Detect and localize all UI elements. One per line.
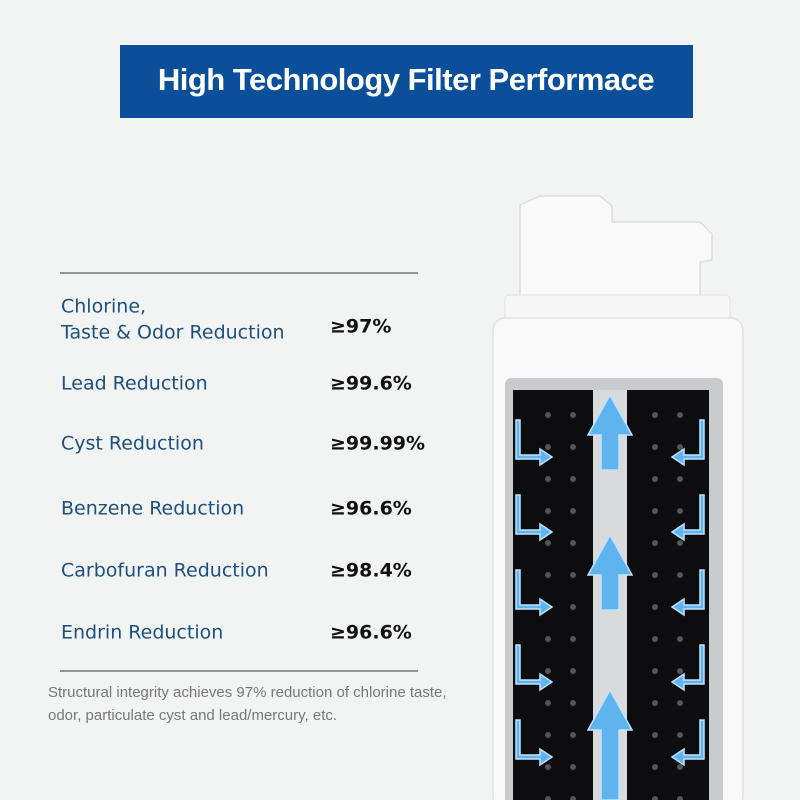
title: High Technology Filter Performace: [158, 62, 655, 97]
row-label: Cyst Reduction: [61, 433, 204, 455]
dot: [570, 540, 576, 546]
dot: [652, 476, 658, 482]
dot: [652, 508, 658, 514]
dot: [570, 796, 576, 800]
dot: [545, 636, 551, 642]
dot: [677, 476, 683, 482]
dot: [570, 764, 576, 770]
flow-arrow: [586, 688, 634, 800]
spec-table: Chlorine, Taste & Odor Reduction ≥97% Lead …: [60, 296, 425, 644]
dot: [570, 700, 576, 706]
side-arrow: [670, 419, 705, 467]
dot: [545, 732, 551, 738]
dot: [677, 796, 683, 800]
side-arrow: [515, 719, 554, 767]
side-arrow: [515, 644, 554, 692]
dot: [652, 764, 658, 770]
dot: [545, 668, 551, 674]
dot: [677, 732, 683, 738]
side-arrow: [670, 569, 705, 617]
dot: [652, 732, 658, 738]
dot: [545, 572, 551, 578]
footnote-line: Structural integrity achieves 97% reduct…: [48, 684, 447, 701]
dot: [677, 668, 683, 674]
dot: [652, 796, 658, 800]
dot: [570, 732, 576, 738]
dot: [677, 700, 683, 706]
dot: [570, 572, 576, 578]
dot: [545, 764, 551, 770]
row-label: Carbofuran Reduction: [61, 560, 269, 582]
dot: [570, 604, 576, 610]
dot: [652, 540, 658, 546]
dot: [677, 540, 683, 546]
flow-arrow: [586, 533, 634, 611]
side-arrow: [515, 494, 554, 542]
footnote-line: odor, particulate cyst and lead/mercury,…: [48, 707, 337, 724]
row-label: Chlorine,: [61, 296, 146, 318]
dot: [677, 572, 683, 578]
dot: [545, 700, 551, 706]
dot: [652, 668, 658, 674]
dot: [545, 444, 551, 450]
dot: [677, 412, 683, 418]
dot: [652, 700, 658, 706]
row-label: Taste & Odor Reduction: [60, 322, 285, 344]
dot: [652, 412, 658, 418]
row-label: Endrin Reduction: [61, 622, 223, 644]
side-arrow: [670, 719, 705, 767]
row-label: Benzene Reduction: [61, 498, 244, 520]
dot: [545, 540, 551, 546]
row-label: Lead Reduction: [61, 373, 208, 395]
dot: [652, 636, 658, 642]
row-value: ≥99.6%: [330, 373, 412, 395]
dot: [570, 636, 576, 642]
dot: [570, 444, 576, 450]
dot: [652, 572, 658, 578]
row-value: ≥97%: [330, 316, 391, 338]
dot: [545, 476, 551, 482]
dot: [570, 476, 576, 482]
side-arrow: [670, 644, 705, 692]
filter-illustration: [492, 195, 744, 800]
dot: [545, 508, 551, 514]
dot: [677, 636, 683, 642]
title-banner: [120, 45, 693, 118]
flow-arrow: [586, 393, 634, 471]
side-arrow: [515, 569, 554, 617]
dot: [545, 412, 551, 418]
row-value: ≥96.6%: [330, 498, 412, 520]
dot: [652, 604, 658, 610]
dot: [677, 764, 683, 770]
dot: [677, 508, 683, 514]
footnote: Structural integrity achieves 97% reduct…: [48, 684, 447, 724]
side-arrow: [670, 494, 705, 542]
dot: [652, 444, 658, 450]
dot: [570, 508, 576, 514]
row-value: ≥99.99%: [330, 433, 425, 455]
dot: [570, 668, 576, 674]
row-value: ≥96.6%: [330, 622, 412, 644]
dot: [545, 796, 551, 800]
dot: [677, 444, 683, 450]
side-arrow: [515, 419, 554, 467]
row-value: ≥98.4%: [330, 560, 412, 582]
dot: [570, 412, 576, 418]
